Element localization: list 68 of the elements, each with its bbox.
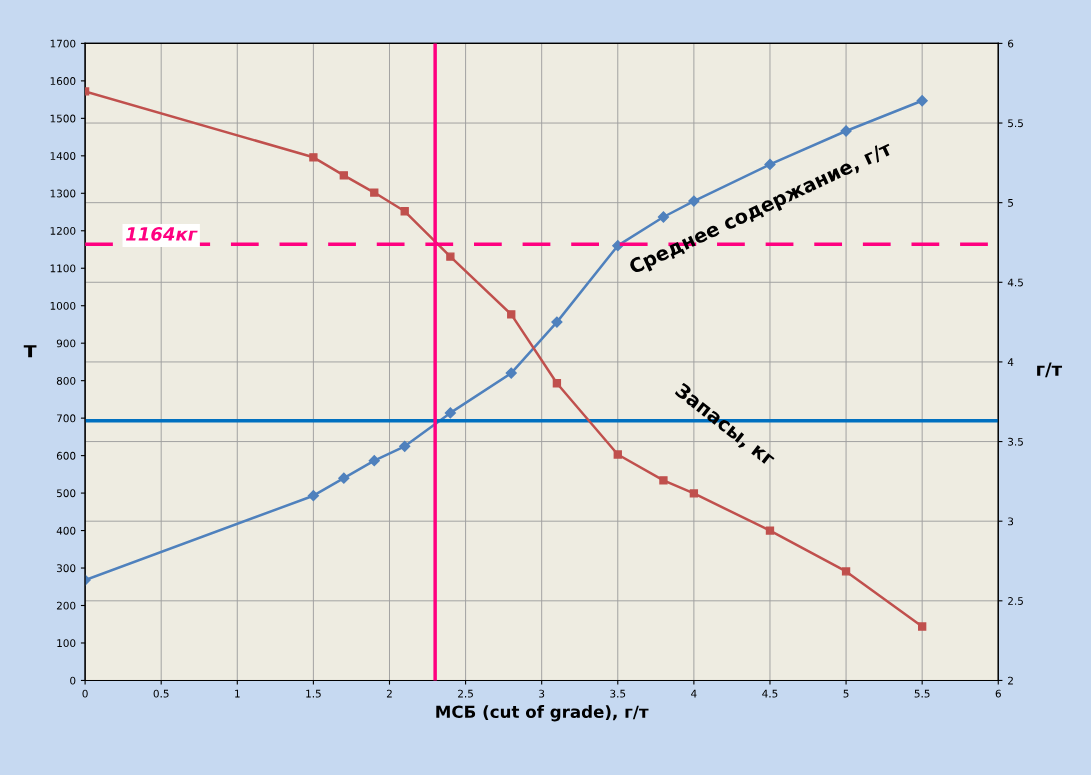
y2-axis-title: г/т (1037, 362, 1063, 378)
x-tick-label: 0.5 (153, 689, 169, 698)
y-tick-label: 1200 (50, 226, 76, 235)
point (688, 195, 700, 207)
y-tick-label: 300 (56, 564, 76, 573)
y-tick-label: 1000 (50, 301, 76, 310)
y-tick-label: 600 (56, 451, 76, 460)
point (918, 622, 927, 631)
y2-tick-label: 2.5 (1008, 597, 1023, 605)
x-axis-title: МСБ (cut of grade), г/т (436, 705, 649, 722)
point (505, 367, 517, 379)
y-tick-label: 200 (56, 601, 76, 610)
x-tick-label: 2 (386, 689, 392, 698)
point (551, 316, 563, 328)
y-tick-label: 100 (57, 639, 76, 648)
point (841, 567, 851, 576)
y-tick-label: 400 (56, 526, 76, 535)
y2-tick-label: 5.5 (1008, 119, 1023, 128)
x-tick-label: 3 (539, 689, 545, 698)
point (339, 171, 348, 180)
point (446, 252, 455, 261)
y-tick-label: 700 (57, 414, 76, 423)
x-tick-label: 6 (995, 689, 1001, 698)
y-tick-label: 1300 (50, 189, 76, 198)
y-tick-label: 0 (70, 676, 76, 685)
x-tick-label: 5 (843, 689, 849, 698)
point (612, 240, 624, 252)
y2-tick-label: 4 (1007, 358, 1014, 366)
point (444, 407, 456, 419)
x-tick-label: 1 (235, 689, 240, 698)
y-axis-title: т (23, 345, 37, 358)
y-tick-label: 900 (56, 339, 76, 348)
y-tick-label: 800 (56, 376, 76, 385)
point (370, 188, 379, 197)
point (309, 153, 318, 162)
y-tick-label: 1100 (50, 264, 76, 273)
y-tick-label: 1400 (50, 152, 76, 160)
point (552, 379, 562, 388)
y-tick-label: 1600 (50, 77, 76, 85)
y2-tick-label: 3 (1008, 517, 1014, 526)
point (368, 455, 380, 467)
point (613, 450, 622, 459)
point (507, 310, 516, 319)
ref-line-label: 1164кг (126, 227, 198, 241)
x-tick-label: 2.5 (458, 689, 473, 698)
y-tick-label: 1500 (50, 114, 76, 123)
point (916, 95, 928, 107)
point (659, 476, 668, 485)
y-tick-label: 1700 (50, 39, 76, 48)
y2-tick-label: 5 (1008, 199, 1014, 207)
y2-tick-label: 3.5 (1008, 437, 1023, 446)
point (307, 490, 319, 502)
point (399, 440, 411, 452)
x-tick-label: 5.5 (914, 689, 930, 698)
point (765, 526, 775, 535)
y2-tick-label: 6 (1008, 39, 1014, 48)
x-tick-label: 0 (82, 689, 88, 698)
x-tick-label: 1.5 (306, 689, 321, 698)
x-tick-label: 3.5 (610, 689, 626, 698)
y2-tick-label: 2 (1008, 676, 1013, 685)
point (657, 211, 670, 223)
point (338, 472, 350, 484)
point (689, 489, 699, 498)
point (400, 207, 409, 216)
x-tick-label: 4 (691, 689, 697, 698)
y2-tick-label: 4.5 (1007, 278, 1023, 287)
y-tick-label: 500 (56, 489, 76, 498)
x-tick-label: 4.5 (762, 689, 778, 698)
